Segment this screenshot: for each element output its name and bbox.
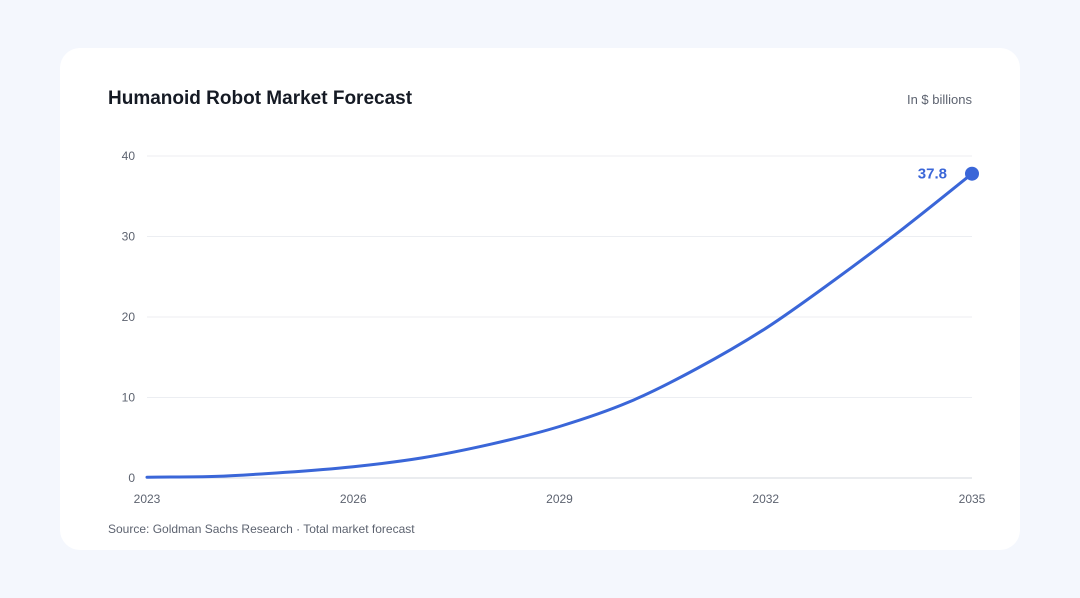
x-tick-label: 2026	[340, 492, 367, 506]
end-value-label: 37.8	[918, 166, 947, 183]
x-tick-label: 2029	[546, 492, 573, 506]
y-tick-label: 40	[122, 149, 136, 163]
y-tick-label: 20	[122, 310, 136, 324]
data-point	[490, 443, 492, 445]
data-point	[627, 401, 629, 403]
y-tick-label: 10	[122, 391, 136, 405]
data-point	[146, 476, 148, 478]
data-point	[421, 457, 423, 459]
x-tick-label: 2032	[752, 492, 779, 506]
data-point	[352, 466, 354, 468]
series-line	[145, 172, 974, 479]
series-layer: 37.8	[145, 166, 979, 479]
data-point	[558, 425, 560, 427]
data-point	[902, 227, 904, 229]
x-tick-label: 2035	[959, 492, 986, 506]
chart-title: Humanoid Robot Market Forecast	[108, 88, 413, 109]
data-point	[765, 327, 767, 329]
y-tick-label: 0	[128, 471, 135, 485]
units-label: In $ billions	[906, 92, 972, 107]
gridlines	[147, 155, 972, 479]
data-point	[215, 475, 217, 477]
line-chart: 0 10 20 30 40 2023 2026 2029 2032 2035 37.8	[122, 149, 986, 506]
data-point	[833, 279, 835, 281]
y-axis-ticks: 0 10 20 30 40	[122, 149, 136, 485]
end-point-marker	[965, 166, 979, 181]
y-tick-label: 30	[122, 230, 136, 244]
chart-card: Humanoid Robot Market Forecast In $ bill…	[60, 48, 1020, 550]
x-axis-ticks: 2023 2026 2029 2032 2035	[134, 492, 986, 506]
source-note: Source: Goldman Sachs Research · Total m…	[108, 522, 415, 536]
data-point	[696, 367, 698, 369]
x-tick-label: 2023	[134, 492, 161, 506]
data-point	[283, 471, 285, 473]
